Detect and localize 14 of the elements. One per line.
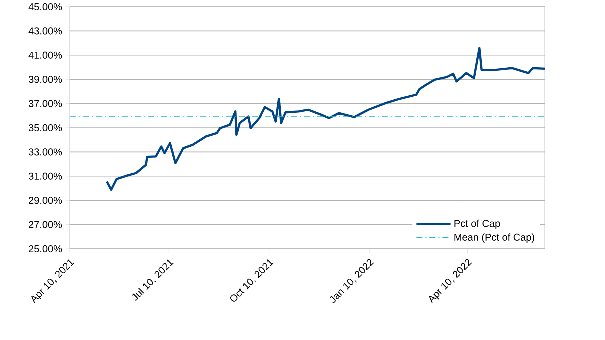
y-tick-label: 29.00% — [29, 197, 62, 204]
y-tick-label: 39.00% — [28, 76, 62, 84]
y-tick-label: 31.00% — [28, 172, 62, 180]
y-tick-label: 43.00% — [28, 28, 62, 35]
y-tick-label: 45.00% — [28, 3, 62, 11]
legend-label: Mean (Pct of Cap) — [454, 234, 534, 243]
y-tick-label: 33.00% — [28, 148, 62, 156]
y-tick-label: 37.00% — [28, 100, 62, 108]
line-series — [106, 47, 546, 192]
y-tick-label: 25.00% — [29, 245, 62, 253]
legend-label: Pct of Cap — [454, 220, 500, 230]
y-tick-label: 27.00% — [29, 221, 62, 228]
y-tick-label: 35.00% — [28, 124, 62, 132]
y-tick-label: 41.00% — [28, 52, 62, 59]
